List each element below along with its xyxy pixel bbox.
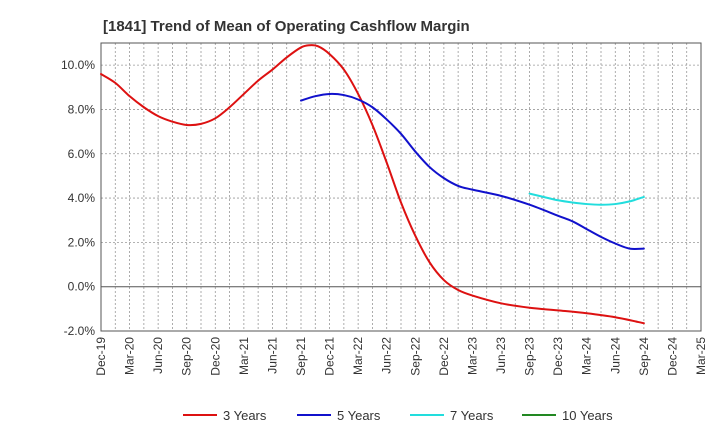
legend: 3 Years 5 Years 7 Years 10 Years <box>183 408 613 423</box>
y-tick-label: 8.0% <box>68 102 96 116</box>
plot-area <box>100 42 702 332</box>
x-tick-label: Jun-20 <box>151 337 165 374</box>
x-tick-label: Mar-21 <box>237 337 251 375</box>
legend-label: 3 Years <box>223 408 267 423</box>
x-tick-label: Mar-23 <box>465 337 479 375</box>
y-axis: -2.0% 0.0% 2.0% 4.0% 6.0% 8.0% 10.0% <box>61 58 95 338</box>
x-tick-label: Dec-23 <box>551 337 565 376</box>
x-tick-label: Dec-22 <box>437 337 451 376</box>
y-tick-label: 6.0% <box>68 147 96 161</box>
x-tick-label: Sep-23 <box>523 337 537 376</box>
x-tick-label: Sep-22 <box>408 337 422 376</box>
series-line-3-years <box>100 44 645 325</box>
x-tick-label: Sep-24 <box>637 337 651 376</box>
x-tick-label: Mar-25 <box>694 337 708 375</box>
x-tick-label: Jun-21 <box>265 337 279 374</box>
x-tick-label: Mar-24 <box>580 337 594 375</box>
y-tick-label: 0.0% <box>68 280 96 294</box>
x-tick-label: Jun-24 <box>608 337 622 374</box>
x-tick-label: Dec-21 <box>323 337 337 376</box>
x-tick-label: Dec-19 <box>94 337 108 376</box>
y-tick-label: -2.0% <box>64 324 96 338</box>
chart-title: [1841] Trend of Mean of Operating Cashfl… <box>103 18 470 35</box>
x-tick-label: Sep-20 <box>180 337 194 376</box>
x-tick-label: Mar-22 <box>351 337 365 375</box>
y-tick-label: 10.0% <box>61 58 95 72</box>
y-tick-label: 4.0% <box>68 191 96 205</box>
legend-label: 5 Years <box>337 408 381 423</box>
x-tick-label: Dec-24 <box>665 337 679 376</box>
x-tick-label: Sep-21 <box>294 337 308 376</box>
series-line-7-years <box>528 192 645 206</box>
y-tick-label: 2.0% <box>68 235 96 249</box>
grid <box>101 43 701 332</box>
series-lines <box>100 44 645 325</box>
x-tick-label: Jun-23 <box>494 337 508 374</box>
legend-label: 7 Years <box>450 408 494 423</box>
x-tick-label: Jun-22 <box>380 337 394 374</box>
series-line-5-years <box>300 92 645 250</box>
x-tick-label: Mar-20 <box>123 337 137 375</box>
x-tick-label: Dec-20 <box>208 337 222 376</box>
x-axis: Dec-19 Mar-20 Jun-20 Sep-20 Dec-20 Mar-21 Jun-… <box>94 337 708 376</box>
legend-label: 10 Years <box>562 408 613 423</box>
